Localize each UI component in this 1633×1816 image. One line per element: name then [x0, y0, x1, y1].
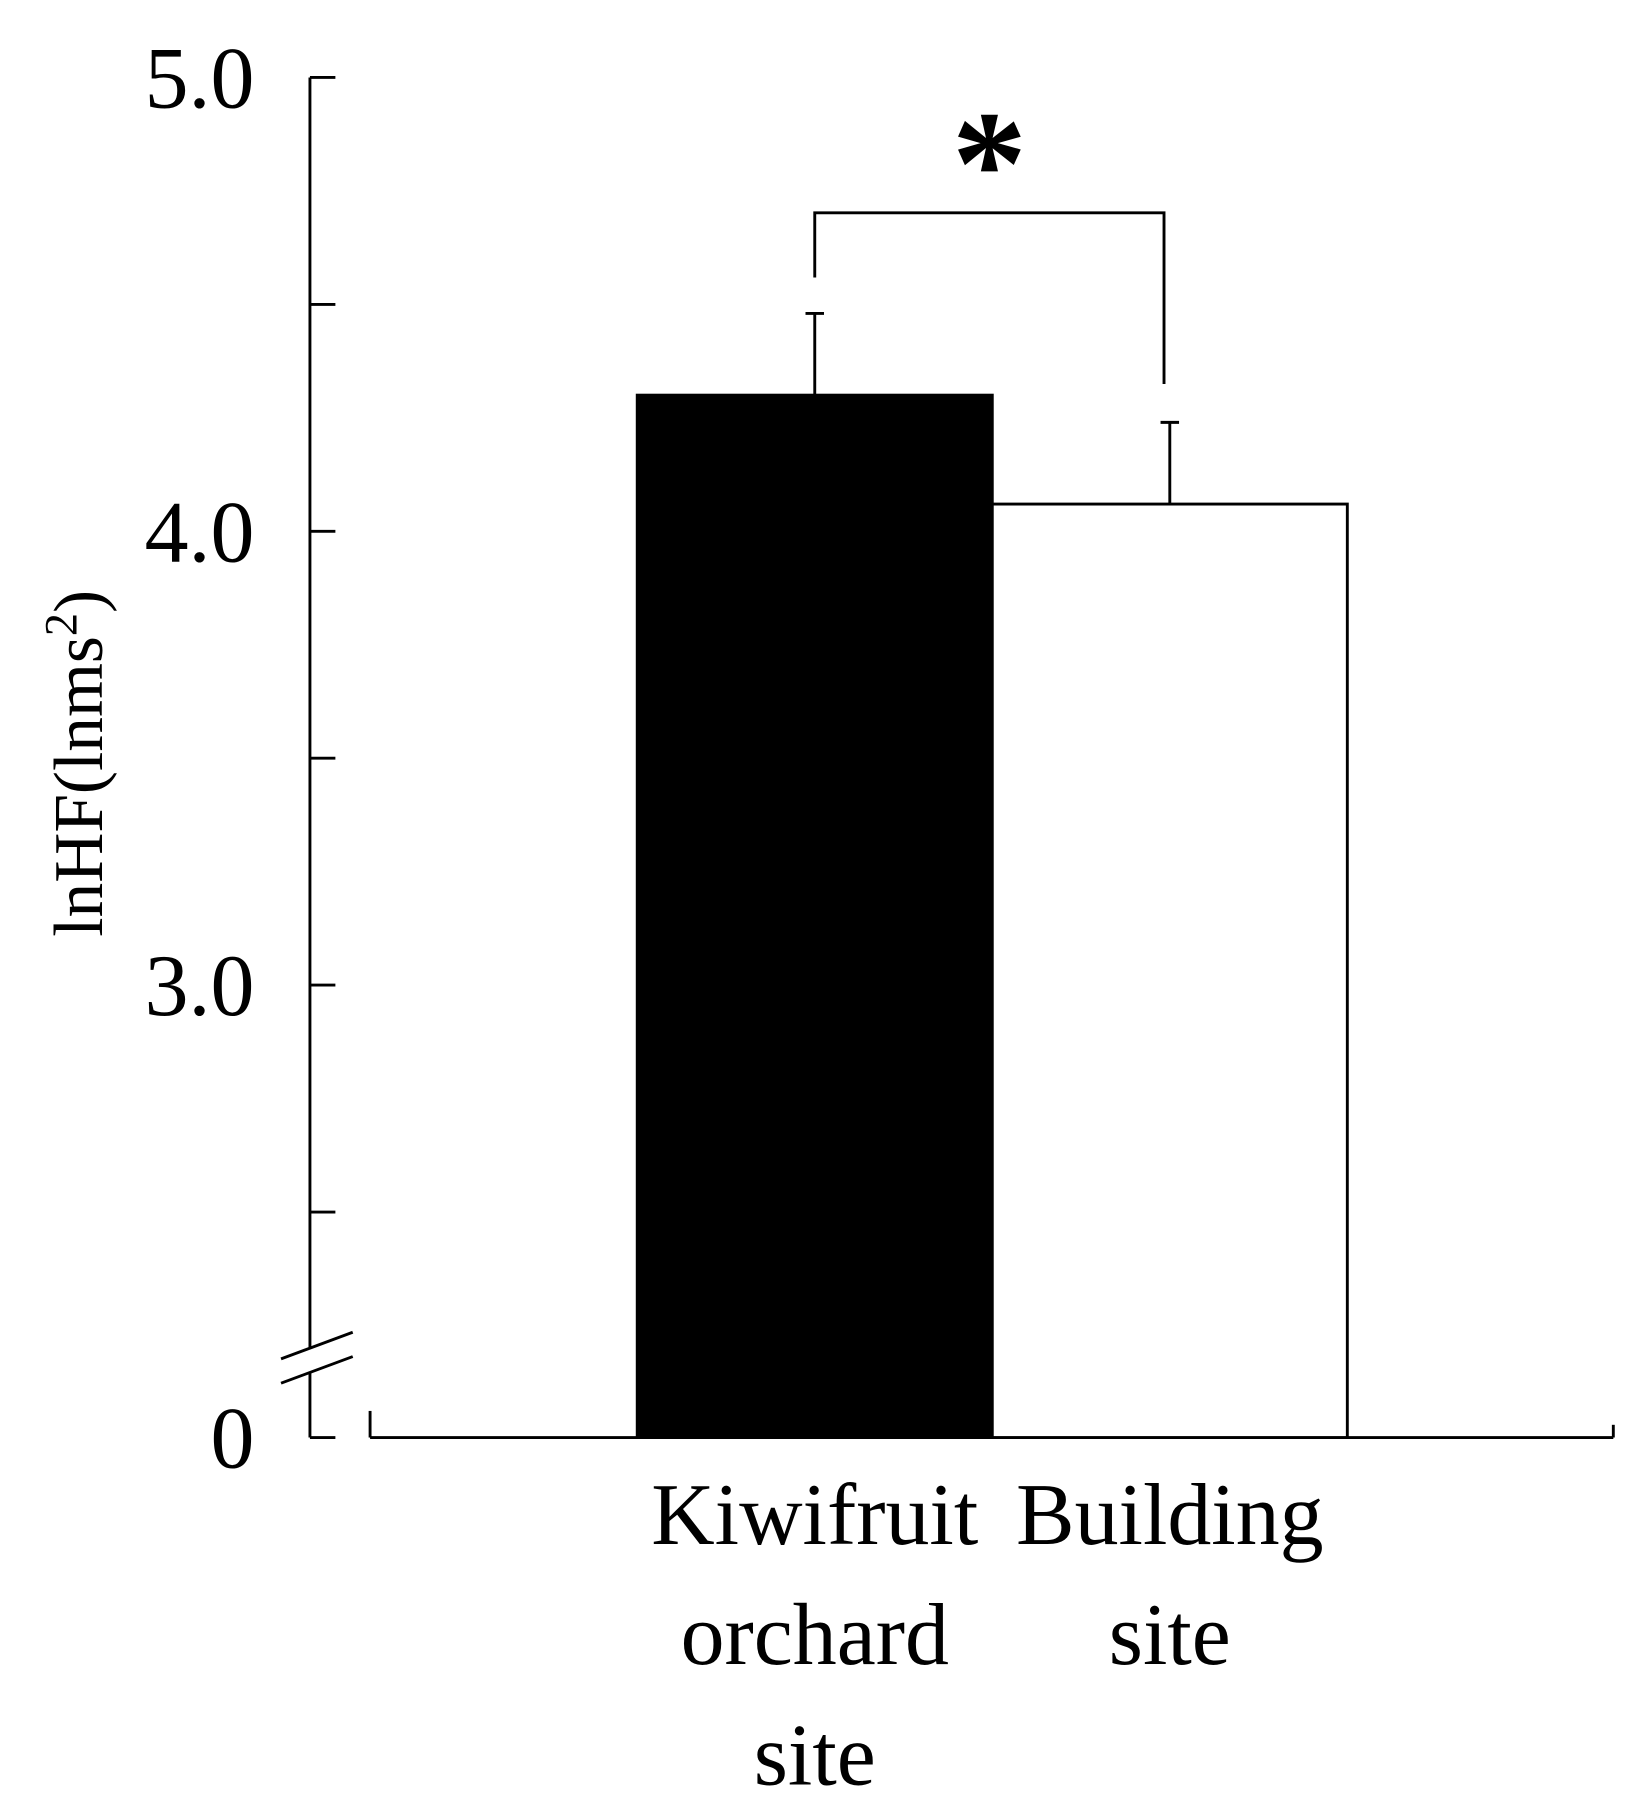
y-axis-label: lnHF(lnms2)	[36, 590, 117, 937]
bar	[990, 502, 1349, 1439]
y-tick-label: 0	[210, 1391, 254, 1488]
y-tick-label: 5.0	[145, 31, 255, 128]
y-label-text: lnHF(lnms	[41, 636, 118, 937]
axis-break	[280, 1330, 354, 1361]
y-tick-label: 4.0	[145, 484, 255, 581]
bar	[635, 393, 994, 1439]
plot: lnHF(lnms2) 0 3.0 4.0 5.0 Kiwifruit orchard si…	[36, 31, 1615, 1805]
error-bar	[805, 312, 825, 396]
x-tick-label: Building site	[1016, 1467, 1324, 1684]
y-tick-label: 3.0	[145, 938, 255, 1035]
error-bar	[1160, 420, 1180, 505]
x-tick-label: Kiwifruit orchard site	[651, 1467, 978, 1805]
significance-label: *	[952, 80, 1027, 247]
y-label-superscript: 2	[36, 613, 87, 636]
significance-bracket	[813, 211, 1166, 384]
axis-break	[280, 1355, 354, 1385]
y-label-suffix: )	[41, 590, 118, 613]
